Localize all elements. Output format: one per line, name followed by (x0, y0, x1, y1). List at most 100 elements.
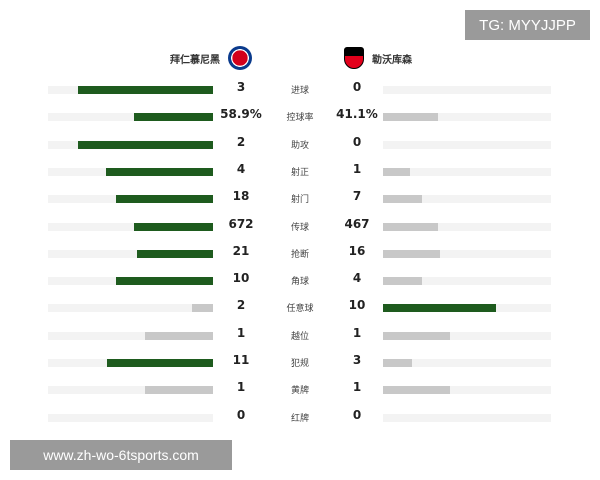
away-bar-track (383, 413, 551, 422)
home-bar-fill (133, 113, 213, 122)
stat-row: 3 进球 0 (0, 76, 600, 103)
away-bar-track (383, 386, 551, 395)
stat-label: 黄牌 (290, 386, 309, 397)
home-bar-fill (115, 277, 213, 286)
away-stat-value: 0 (352, 407, 362, 422)
away-bar-track (383, 359, 551, 367)
home-bar-track (48, 304, 213, 313)
home-stat-value: 4 (236, 161, 246, 176)
home-bar-fill (133, 222, 213, 231)
stat-label: 助攻 (290, 140, 309, 151)
home-team-header: 拜仁慕尼黑 (170, 45, 252, 71)
stat-label: 控球率 (286, 113, 314, 124)
stat-label: 任意球 (286, 304, 314, 315)
stat-label: 角球 (290, 277, 309, 288)
watermark-top: TG: MYYJJPP (465, 10, 590, 40)
home-bar-track (48, 113, 213, 122)
home-bar-fill (77, 140, 213, 149)
away-stat-value: 3 (352, 353, 362, 367)
home-stat-value: 0 (236, 407, 246, 422)
stat-row: 672 传球 467 (0, 213, 600, 240)
home-bar-fill (115, 195, 213, 204)
home-bar-track (48, 331, 213, 340)
stat-label: 进球 (290, 86, 309, 96)
away-bar-track (383, 304, 551, 313)
away-bar-fill (383, 167, 410, 176)
home-stat-value: 18 (232, 189, 250, 204)
home-bar-track (48, 222, 213, 231)
home-team-name: 拜仁慕尼黑 (170, 54, 220, 66)
home-bar-track (48, 86, 213, 94)
stat-row: 58.9% 控球率 41.1% (0, 103, 600, 130)
away-bar-fill (383, 113, 439, 122)
stat-row: 1 黄牌 1 (0, 376, 600, 403)
stat-row: 4 射正 1 (0, 158, 600, 185)
stat-row: 1 越位 1 (0, 322, 600, 349)
away-stat-value: 7 (352, 189, 362, 204)
away-bar-fill (383, 304, 496, 313)
stat-label: 抢断 (290, 249, 309, 260)
away-bar-track (383, 86, 551, 94)
watermark-bottom: www.zh-wo-6tsports.com (10, 440, 232, 470)
home-stat-value: 3 (236, 80, 246, 94)
away-bar-track (383, 113, 551, 122)
stat-row: 0 红牌 0 (0, 404, 600, 431)
stat-label: 红牌 (290, 413, 309, 424)
stat-label: 犯规 (290, 359, 309, 369)
away-bar-fill (383, 249, 441, 258)
away-bar-fill (383, 331, 451, 340)
away-stat-value: 1 (352, 380, 362, 395)
away-stat-value: 16 (348, 243, 366, 258)
home-bar-fill (107, 359, 213, 367)
home-bar-track (48, 386, 213, 395)
home-bar-track (48, 167, 213, 176)
home-stat-value: 2 (236, 298, 246, 313)
home-bar-fill (105, 167, 213, 176)
away-stat-value: 41.1% (336, 107, 378, 122)
home-bar-fill (145, 331, 213, 340)
stat-row: 2 助攻 0 (0, 131, 600, 158)
home-stat-value: 10 (232, 271, 250, 286)
away-stat-value: 1 (352, 161, 362, 176)
home-stat-value: 1 (236, 325, 246, 340)
home-stat-value: 58.9% (220, 107, 262, 122)
home-stat-value: 672 (228, 216, 254, 231)
away-bar-track (383, 277, 551, 286)
away-stat-value: 1 (352, 325, 362, 340)
home-bar-track (48, 413, 213, 422)
away-bar-track (383, 195, 551, 204)
away-team-header: 勒沃库森 (344, 45, 412, 71)
home-stat-value: 21 (232, 243, 250, 258)
away-team-name: 勒沃库森 (372, 54, 412, 66)
home-bar-track (48, 249, 213, 258)
home-stat-value: 1 (236, 380, 246, 395)
away-stat-value: 10 (348, 298, 366, 313)
away-stat-value: 0 (352, 134, 362, 149)
away-stat-value: 0 (352, 80, 362, 94)
home-bar-fill (77, 86, 213, 94)
away-bar-fill (383, 277, 422, 286)
home-bar-track (48, 195, 213, 204)
away-bar-fill (383, 386, 451, 395)
stat-label: 射门 (290, 195, 309, 206)
home-bar-track (48, 277, 213, 286)
stat-row: 11 犯规 3 (0, 349, 600, 376)
stat-row: 18 射门 7 (0, 185, 600, 212)
home-stat-value: 2 (236, 134, 246, 149)
away-bar-fill (383, 359, 412, 367)
home-bar-fill (145, 386, 213, 395)
stat-label: 射正 (290, 167, 309, 178)
stat-label: 越位 (290, 331, 309, 342)
away-bar-track (383, 249, 551, 258)
stat-label: 传球 (290, 222, 309, 233)
home-bar-track (48, 359, 213, 367)
away-stat-value: 4 (352, 271, 362, 286)
away-bar-fill (383, 195, 422, 204)
home-bar-fill (191, 304, 213, 313)
away-bar-track (383, 331, 551, 340)
away-stat-value: 467 (344, 216, 370, 231)
away-bar-track (383, 167, 551, 176)
stat-row: 10 角球 4 (0, 267, 600, 294)
leverkusen-badge-icon (344, 47, 364, 69)
away-bar-fill (383, 222, 439, 231)
